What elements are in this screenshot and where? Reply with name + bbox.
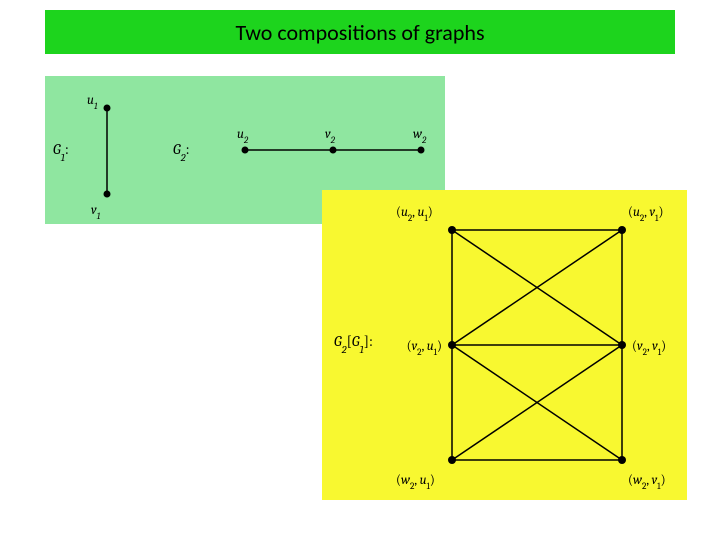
svg-text:v1: v1 <box>91 203 101 222</box>
svg-text:(v2, u1): (v2, u1) <box>407 339 442 358</box>
svg-text:(v2, v1): (v2, v1) <box>632 339 666 358</box>
svg-text:u2: u2 <box>237 127 249 146</box>
svg-text:(w2, v1): (w2, v1) <box>628 473 666 492</box>
svg-text:G2:: G2: <box>173 140 190 164</box>
svg-text:u1: u1 <box>87 93 98 112</box>
svg-text:v2: v2 <box>325 127 336 146</box>
svg-text:(u2, u1): (u2, u1) <box>396 205 433 224</box>
title-bar: Two compositions of graphs <box>45 10 675 54</box>
page-title: Two compositions of graphs <box>235 19 484 46</box>
svg-text:G2[G1]:: G2[G1]: <box>334 332 373 356</box>
graph-composition-panel: G2[G1]: (u2, u1) (u2, v1) (v2, u1) (v2, v1) (… <box>322 190 687 500</box>
svg-text:w2: w2 <box>413 127 427 146</box>
svg-text:G1:: G1: <box>53 140 69 164</box>
svg-text:(w2, u1): (w2, u1) <box>396 473 435 492</box>
svg-text:(u2, v1): (u2, v1) <box>628 205 663 224</box>
